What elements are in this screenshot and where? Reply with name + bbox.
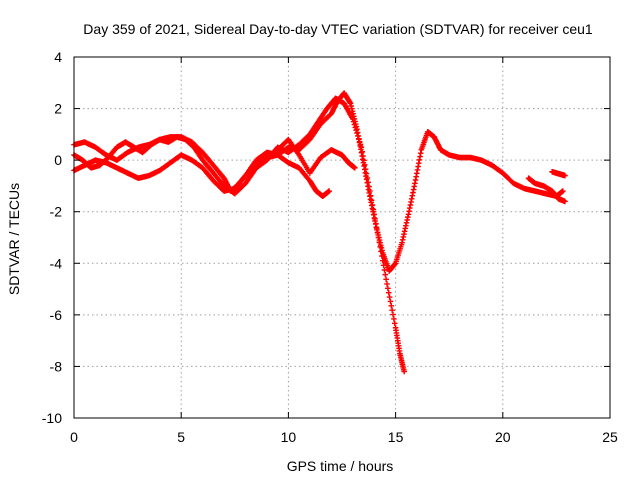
data-point <box>326 188 332 194</box>
data-point-interp <box>350 118 357 125</box>
data-point-interp <box>388 303 395 309</box>
chart-title: Day 359 of 2021, Sidereal Day-to-day VTE… <box>83 21 593 37</box>
data-point <box>560 188 566 194</box>
data-point-interp <box>368 197 375 204</box>
data-point <box>367 188 373 194</box>
data-point-interp <box>391 316 397 322</box>
data-point <box>384 281 390 287</box>
data-point-interp <box>385 289 392 296</box>
data-point-interp <box>376 239 383 245</box>
y-axis-label: SDTVAR / TECUs <box>6 183 22 295</box>
data-point <box>562 198 568 205</box>
data-point-interp <box>365 179 371 186</box>
data-point-interp <box>357 141 364 148</box>
data-point-interp <box>370 206 377 213</box>
y-tick-label: 2 <box>54 101 62 117</box>
data-point-interp <box>386 294 393 300</box>
axis-ticks: 0 5 10 15 20 25 -10 -8 -6 -4 -2 0 2 4 <box>42 49 618 445</box>
data-point-interp <box>378 248 384 255</box>
data-point-interp <box>363 170 370 177</box>
data-point-interp <box>383 276 389 283</box>
data-point-interp <box>366 183 372 190</box>
data-point-interp <box>356 138 363 145</box>
data-point-interp <box>377 243 383 250</box>
data-point-interp <box>361 157 367 164</box>
data-point-interp <box>381 267 388 273</box>
x-tick-label: 10 <box>281 429 297 445</box>
data-point-interp <box>355 135 362 142</box>
data-point-interp <box>354 130 360 136</box>
series-track-b <box>71 95 407 375</box>
x-tick-label: 5 <box>177 429 185 445</box>
data-point-interp <box>373 220 379 227</box>
data-point-interp <box>385 285 391 292</box>
data-point <box>358 144 365 151</box>
data-point-interp <box>369 202 376 208</box>
series-track-f <box>549 168 568 179</box>
data-point-interp <box>380 262 387 269</box>
data-point-interp <box>387 298 394 305</box>
data-point-interp <box>360 153 366 159</box>
data-point <box>349 116 356 122</box>
data-point-interp <box>390 311 396 318</box>
data-point <box>375 234 382 241</box>
data-point-interp <box>391 320 398 327</box>
series-track-c <box>71 152 332 200</box>
data-point-interp <box>379 253 385 259</box>
data-point-interp <box>379 257 386 264</box>
y-tick-label: -6 <box>50 307 63 323</box>
y-tick-label: -10 <box>42 410 62 426</box>
y-tick-label: -4 <box>50 255 63 271</box>
data-point-interp <box>355 133 361 139</box>
data-point-interp <box>374 230 381 236</box>
data-point-interp <box>373 225 380 232</box>
data-point-interp <box>382 271 389 278</box>
data-point-interp <box>367 192 374 199</box>
y-tick-label: 4 <box>54 49 62 65</box>
x-tick-label: 25 <box>602 429 618 445</box>
x-axis-label: GPS time / hours <box>287 458 394 474</box>
data-point-interp <box>359 148 365 155</box>
data-point-interp <box>362 166 369 172</box>
data-point-interp <box>361 161 368 168</box>
series-track-d <box>274 136 358 176</box>
x-tick-label: 20 <box>495 429 511 445</box>
y-tick-label: -2 <box>50 204 63 220</box>
data-point-interp <box>351 121 358 128</box>
grid-lines <box>74 57 610 418</box>
data-points <box>71 90 568 375</box>
data-point <box>562 172 568 179</box>
data-point <box>352 165 358 171</box>
plot-frame <box>73 56 611 419</box>
x-tick-label: 15 <box>388 429 404 445</box>
data-point-interp <box>352 124 359 131</box>
data-point-interp <box>371 211 377 218</box>
y-tick-label: 0 <box>54 152 62 168</box>
data-point-interp <box>372 216 378 222</box>
data-point-interp <box>353 127 359 134</box>
y-tick-label: -8 <box>50 358 63 374</box>
x-tick-label: 0 <box>70 429 78 445</box>
series-track-e <box>525 175 568 205</box>
data-point-interp <box>364 175 371 181</box>
data-point-interp <box>389 307 395 314</box>
data-point <box>401 368 407 375</box>
